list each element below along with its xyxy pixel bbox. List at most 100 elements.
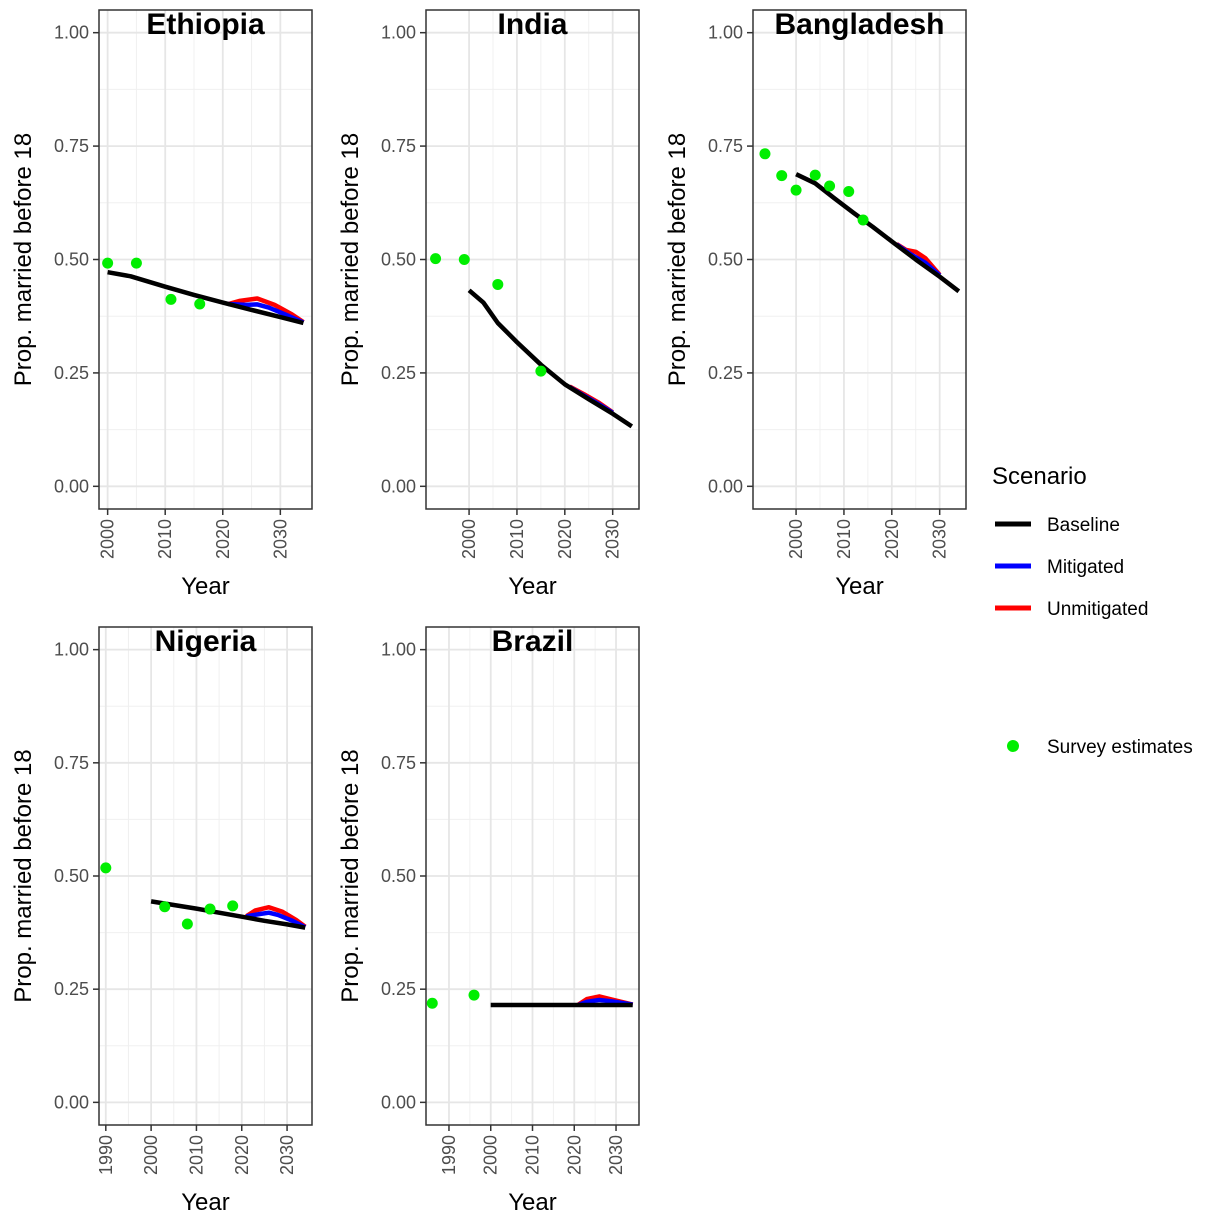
y-tick-label: 0.25 (381, 363, 416, 383)
panel-title: Bangladesh (774, 8, 944, 41)
x-tick-label: 2020 (882, 519, 902, 559)
survey-estimate-point (227, 900, 239, 912)
panel-nigeria: 0.00 0.25 0.50 0.75 1.00 1990 2000 2010 2020 2030… (10, 625, 313, 1214)
x-tick-label: 2000 (141, 1135, 161, 1175)
x-tick-label: 2010 (186, 1135, 206, 1175)
survey-estimate-point (843, 185, 855, 197)
x-tick-label: 2030 (930, 519, 950, 559)
survey-estimate-point (130, 257, 142, 269)
panel-title: Brazil (492, 625, 574, 658)
y-axis-title: Prop. married before 18 (664, 133, 691, 386)
y-tick-label: 0.25 (54, 979, 89, 999)
x-tick-label: 2030 (603, 519, 623, 559)
y-tick-label: 0.00 (381, 476, 416, 496)
survey-estimate-point (759, 148, 771, 160)
x-axis-title: Year (181, 573, 230, 600)
data-layer (759, 148, 961, 294)
x-tick-label: 2020 (213, 519, 233, 559)
x-tick-label: 2010 (523, 1135, 543, 1175)
y-tick-label: 0.75 (54, 753, 89, 773)
y-tick-label: 0.75 (54, 136, 89, 156)
y-tick-label: 1.00 (381, 640, 416, 660)
survey-estimate-point (790, 184, 802, 196)
survey-estimate-point (824, 180, 836, 192)
series-line-mitigated (228, 301, 305, 325)
survey-estimate-point (776, 170, 788, 182)
survey-estimate-point (430, 253, 442, 265)
x-tick-label: 2030 (606, 1135, 626, 1175)
panel-bangladesh: 0.00 0.25 0.50 0.75 1.00 2000 2010 2020 2030 Year… (664, 8, 967, 600)
survey-estimate-point (492, 278, 504, 290)
y-tick-label: 0.00 (54, 476, 89, 496)
panel-brazil: 0.00 0.25 0.50 0.75 1.00 1990 2000 2010 2020 2030… (337, 625, 640, 1214)
legend-label: Survey estimates (1047, 737, 1193, 758)
survey-estimate-point (468, 989, 480, 1001)
x-tick-label: 1990 (439, 1135, 459, 1175)
x-tick-label: 2020 (232, 1135, 252, 1175)
y-tick-label: 0.50 (54, 866, 89, 886)
x-axis-title: Year (181, 1189, 230, 1214)
data-layer (430, 253, 634, 429)
series-line-baseline (150, 899, 306, 930)
series-line-mitigated (245, 910, 307, 930)
y-tick-label: 0.50 (54, 250, 89, 270)
series-line-unmitigated (227, 296, 305, 324)
x-tick-label: 2020 (555, 519, 575, 559)
data-layer (100, 862, 307, 930)
panel-title: Nigeria (155, 625, 257, 658)
x-tick-label: 2000 (481, 1135, 501, 1175)
legend-label: Baseline (1047, 515, 1120, 536)
survey-estimate-point (159, 901, 171, 913)
y-axis-title: Prop. married before 18 (337, 749, 364, 1002)
y-tick-label: 1.00 (54, 640, 89, 660)
x-tick-label: 2010 (507, 519, 527, 559)
y-tick-label: 0.75 (708, 136, 743, 156)
y-tick-label: 1.00 (381, 23, 416, 43)
y-tick-label: 0.00 (54, 1092, 89, 1112)
y-tick-label: 1.00 (708, 23, 743, 43)
series-line-baseline (795, 172, 961, 294)
legend-title: Scenario (992, 463, 1087, 490)
survey-estimate-point (426, 997, 438, 1009)
panel-title: India (497, 8, 567, 41)
survey-estimate-point (100, 862, 112, 874)
legend-label: Unmitigated (1047, 599, 1148, 620)
y-tick-label: 0.25 (708, 363, 743, 383)
y-tick-label: 0.75 (381, 753, 416, 773)
survey-estimate-point (204, 903, 216, 915)
panel-title: Ethiopia (146, 8, 265, 41)
y-tick-label: 1.00 (54, 23, 89, 43)
data-layer (102, 257, 305, 326)
legend: Scenario Baseline Mitigated Unmitigated Surv… (992, 463, 1193, 758)
series-line-baseline (467, 288, 634, 429)
x-tick-label: 2020 (564, 1135, 584, 1175)
data-layer (426, 989, 634, 1009)
x-tick-label: 2010 (834, 519, 854, 559)
x-tick-label: 2030 (277, 1135, 297, 1175)
y-axis-title: Prop. married before 18 (337, 133, 364, 386)
survey-estimate-point (458, 254, 470, 265)
survey-estimate-point (102, 257, 114, 269)
survey-estimate-point (165, 293, 177, 305)
survey-estimate-point (857, 214, 869, 226)
x-tick-label: 2000 (98, 519, 118, 559)
y-tick-label: 0.75 (381, 136, 416, 156)
survey-estimate-point (535, 365, 547, 377)
series-line-baseline (107, 269, 304, 326)
panel-india: 0.00 0.25 0.50 0.75 1.00 2000 2010 2020 2030 Year… (337, 8, 640, 600)
legend-key-survey-estimates (1007, 740, 1019, 752)
y-axis-title: Prop. married before 18 (10, 749, 37, 1002)
y-tick-label: 0.50 (381, 866, 416, 886)
x-axis-title: Year (508, 573, 557, 600)
y-axis-title: Prop. married before 18 (10, 133, 37, 386)
x-tick-label: 2000 (786, 519, 806, 559)
y-tick-label: 0.50 (708, 250, 743, 270)
x-axis-title: Year (835, 573, 884, 600)
y-tick-label: 0.25 (381, 979, 416, 999)
y-tick-label: 0.00 (381, 1092, 416, 1112)
survey-estimate-point (809, 169, 821, 181)
survey-estimate-point (181, 918, 193, 930)
x-tick-label: 1990 (96, 1135, 116, 1175)
y-tick-label: 0.25 (54, 363, 89, 383)
